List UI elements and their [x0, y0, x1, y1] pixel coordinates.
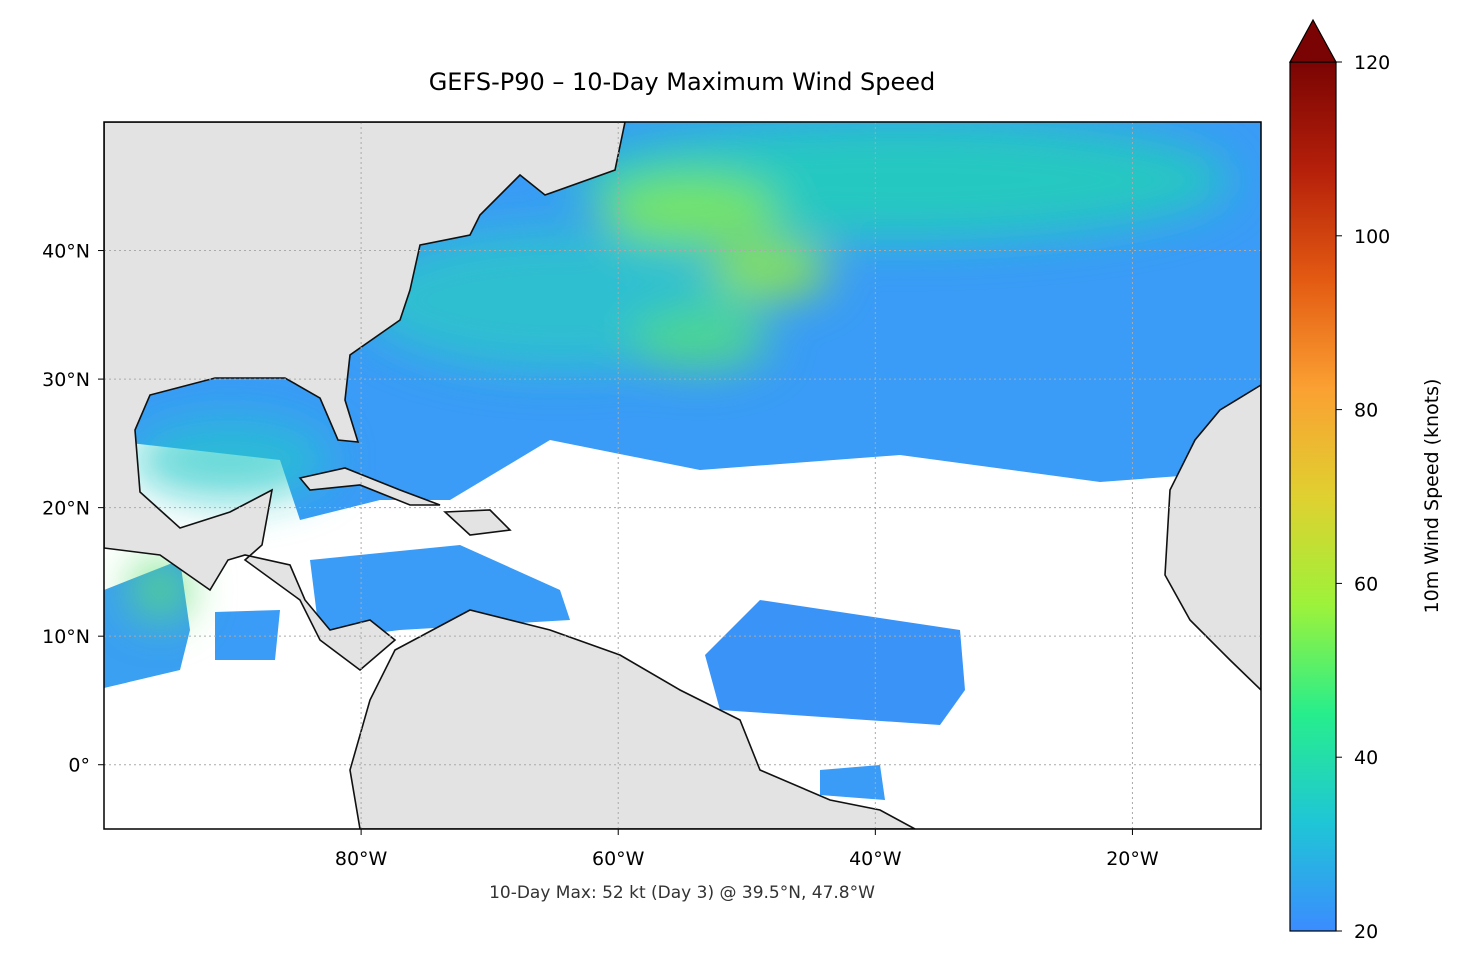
wind-area — [705, 600, 965, 725]
wind-area — [820, 765, 885, 800]
x-tick-label: 60°W — [592, 848, 645, 870]
land — [104, 122, 1261, 829]
colorbar-tick-label: 40 — [1354, 747, 1378, 769]
colorbar-tick-label: 80 — [1354, 400, 1378, 422]
south-america — [349, 609, 916, 829]
colorbar-label: 10m Wind Speed (knots) — [1421, 379, 1443, 614]
wind-shading — [130, 122, 1230, 620]
wind-area — [215, 610, 280, 660]
y-tick-label: 20°N — [42, 498, 90, 520]
x-tick-label: 80°W — [335, 848, 388, 870]
wind-area — [310, 545, 570, 640]
colorbar-tick-label: 120 — [1354, 52, 1390, 74]
y-tick-label: 0° — [68, 755, 90, 777]
wind-field — [104, 122, 1261, 800]
colorbar-scale — [1289, 61, 1337, 932]
colorbar-tick-label: 100 — [1354, 226, 1390, 248]
y-tick-label: 40°N — [42, 241, 90, 263]
colorbar-tick-label: 20 — [1354, 921, 1378, 943]
cuba — [298, 467, 441, 506]
colorbar: 10m Wind Speed (knots) 20 40 60 80 100 120 — [1288, 18, 1443, 943]
africa — [1164, 384, 1261, 692]
north-america — [104, 122, 626, 672]
colorbar-tick-label: 60 — [1354, 573, 1378, 595]
y-tick-label: 30°N — [42, 369, 90, 391]
x-tick-label: 40°W — [849, 848, 902, 870]
colorbar-extend — [1288, 18, 1338, 63]
chart-title: GEFS-P90 – 10-Day Maximum Wind Speed — [429, 68, 936, 96]
y-tick-label: 10°N — [42, 626, 90, 648]
x-tick-label: 20°W — [1106, 848, 1159, 870]
map — [104, 122, 1261, 829]
map-frame — [103, 121, 1262, 830]
annotation: 10-Day Max: 52 kt (Day 3) @ 39.5°N, 47.8… — [489, 883, 875, 903]
hispaniola — [443, 509, 512, 536]
